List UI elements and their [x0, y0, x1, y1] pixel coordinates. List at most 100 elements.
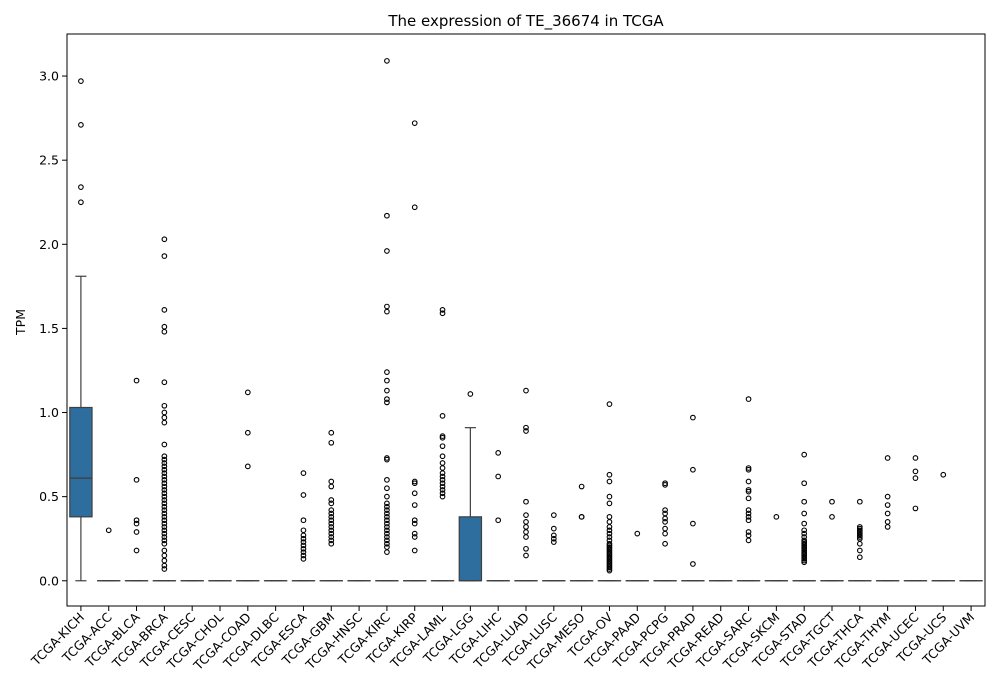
- outlier-point: [300, 549, 307, 556]
- outlier-point: [606, 519, 613, 525]
- outlier-point: [856, 540, 863, 547]
- outlier-point: [384, 520, 390, 527]
- box-group: [625, 530, 649, 582]
- outlier-point: [411, 490, 418, 497]
- outlier-point: [439, 476, 446, 483]
- outlier-point: [300, 470, 307, 476]
- outlier-point: [328, 478, 335, 485]
- outlier-point: [467, 391, 474, 397]
- outlier-point: [384, 534, 390, 540]
- outlier-point: [884, 455, 891, 461]
- outlier-point: [439, 483, 446, 490]
- box-group: [514, 387, 538, 582]
- outlier-point: [161, 524, 168, 530]
- box-group: [375, 58, 399, 582]
- outlier-point: [662, 482, 668, 488]
- outlier-point: [801, 510, 808, 517]
- outlier-point: [161, 552, 168, 559]
- outlier-point: [662, 519, 668, 525]
- outlier-point: [161, 566, 168, 572]
- outlier-point: [940, 471, 947, 478]
- outlier-point: [161, 253, 168, 259]
- outlier-point: [495, 473, 502, 480]
- outlier-point: [606, 471, 613, 478]
- outlier-point: [328, 507, 335, 513]
- box-group: [764, 513, 789, 582]
- outlier-point: [161, 497, 168, 503]
- outlier-point: [523, 498, 529, 505]
- outlier-point: [773, 513, 780, 520]
- outlier-point: [523, 387, 529, 394]
- outlier-point: [161, 493, 168, 500]
- outlier-point: [550, 512, 557, 519]
- outlier-point: [161, 470, 168, 476]
- outlier-point: [829, 513, 835, 520]
- box-group: [848, 498, 872, 582]
- outlier-point: [384, 399, 390, 406]
- outlier-point: [133, 529, 140, 535]
- outlier-point: [411, 120, 418, 127]
- outlier-point: [884, 524, 891, 530]
- outlier-point: [384, 540, 390, 547]
- outlier-point: [161, 487, 168, 493]
- outlier-point: [550, 539, 557, 545]
- outlier-point: [384, 530, 390, 537]
- outlier-point: [411, 534, 418, 540]
- outlier-point: [384, 549, 390, 556]
- outlier-point: [300, 545, 307, 552]
- outlier-point: [384, 517, 390, 524]
- box-body: [69, 406, 93, 518]
- outlier-point: [578, 513, 585, 520]
- outlier-point: [328, 517, 335, 524]
- outlier-point: [690, 561, 696, 567]
- outlier-point: [328, 527, 335, 534]
- outlier-point: [384, 527, 390, 534]
- y-tick-label: 2.5: [39, 153, 59, 168]
- box-group: [403, 120, 427, 582]
- outlier-point: [690, 466, 696, 473]
- outlier-point: [439, 480, 446, 487]
- outlier-point: [328, 429, 335, 436]
- x-axis-ticks: TCGA-KICHTCGA-ACCTCGA-BLCATCGA-BRCATCGA-…: [28, 606, 977, 674]
- outlier-point: [606, 524, 613, 530]
- outlier-point: [606, 567, 613, 574]
- box-group: [458, 391, 483, 582]
- outlier-point: [384, 303, 390, 310]
- outlier-point: [745, 510, 752, 517]
- outlier-point: [523, 524, 529, 530]
- y-tick-label: 1.5: [39, 321, 59, 336]
- chart-title: The expression of TE_36674 in TCGA: [387, 12, 664, 31]
- outlier-point: [161, 510, 168, 517]
- outlier-point: [384, 524, 390, 530]
- outlier-point: [523, 529, 529, 535]
- outlier-point: [384, 507, 390, 513]
- outlier-point: [606, 527, 613, 534]
- outlier-point: [384, 476, 390, 483]
- outlier-point: [384, 503, 390, 510]
- outlier-point: [133, 517, 140, 524]
- outlier-point: [578, 483, 585, 490]
- outlier-point: [133, 476, 140, 483]
- y-tick-label: 3.0: [39, 69, 59, 84]
- outlier-point: [801, 498, 808, 505]
- box-group: [597, 401, 622, 582]
- outlier-point: [439, 465, 446, 471]
- plot-frame: [66, 33, 986, 607]
- outlier-point: [439, 453, 446, 460]
- outlier-point: [161, 466, 168, 473]
- outlier-point: [78, 121, 84, 128]
- outlier-point: [300, 532, 307, 539]
- outlier-point: [161, 557, 168, 564]
- y-tick-label: 1.0: [39, 405, 59, 420]
- outlier-point: [411, 204, 418, 211]
- outlier-point: [662, 515, 668, 522]
- outlier-point: [884, 510, 891, 517]
- y-tick-label: 0.0: [39, 573, 59, 588]
- outlier-point: [161, 453, 168, 460]
- outlier-point: [745, 517, 752, 524]
- outlier-point: [662, 525, 668, 532]
- outlier-point: [328, 483, 335, 490]
- outlier-point: [634, 530, 641, 537]
- outlier-point: [328, 497, 335, 503]
